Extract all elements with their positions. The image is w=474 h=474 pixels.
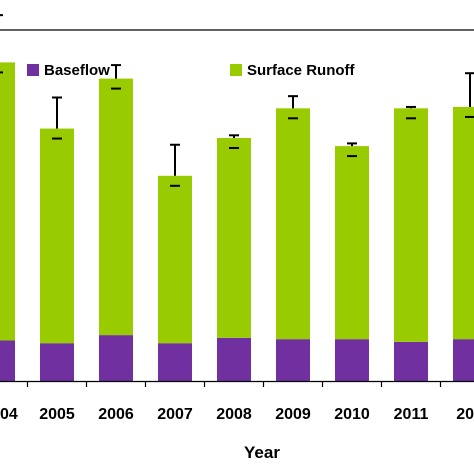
bar-baseflow-2004 bbox=[0, 340, 15, 381]
bar-baseflow-2007 bbox=[158, 343, 192, 381]
bar-surface-runoff-2005 bbox=[40, 128, 74, 344]
bar-surface-runoff-2011 bbox=[394, 108, 428, 342]
legend-swatch-1 bbox=[27, 64, 39, 76]
bar-surface-runoff-2010 bbox=[335, 146, 369, 340]
bar-baseflow-2009 bbox=[276, 339, 310, 381]
bar-surface-runoff-2012 bbox=[453, 106, 474, 340]
legend-swatch-2 bbox=[230, 64, 242, 76]
bar-baseflow-2005 bbox=[40, 343, 74, 381]
x-tick-label-2008: 2008 bbox=[216, 406, 252, 423]
bar-baseflow-2008 bbox=[217, 337, 251, 381]
x-tick-label-2005: 2005 bbox=[39, 406, 75, 423]
x-tick-label-2009: 2009 bbox=[275, 406, 311, 423]
bar-surface-runoff-2009 bbox=[276, 108, 310, 340]
bar-surface-runoff-2008 bbox=[217, 138, 251, 338]
bar-baseflow-2010 bbox=[335, 339, 369, 381]
bar-surface-runoff-2007 bbox=[158, 175, 192, 344]
bar-surface-runoff-2006 bbox=[99, 78, 133, 336]
x-axis-title: Year bbox=[244, 443, 280, 462]
x-tick-label-2006: 2006 bbox=[98, 406, 134, 423]
x-tick-label-2012: 20 bbox=[456, 406, 474, 423]
legend-label-1: Baseflow bbox=[44, 62, 110, 79]
bars-group bbox=[0, 14, 474, 381]
bar-surface-runoff-2004 bbox=[0, 62, 15, 341]
x-tick-group: 04 2005 2006 2007 2008 2009 2010 2011 20 bbox=[0, 381, 474, 423]
x-tick-label-2010: 2010 bbox=[334, 406, 370, 423]
legend: Baseflow Surface Runoff bbox=[27, 62, 356, 79]
x-tick-label-2011: 2011 bbox=[394, 406, 429, 423]
bar-baseflow-2011 bbox=[394, 341, 428, 381]
x-tick-label-2007: 2007 bbox=[157, 406, 193, 423]
bar-baseflow-2006 bbox=[99, 335, 133, 381]
x-tick-label-2004: 04 bbox=[0, 406, 18, 423]
legend-label-2: Surface Runoff bbox=[247, 62, 356, 79]
bar-baseflow-2012 bbox=[453, 339, 474, 381]
